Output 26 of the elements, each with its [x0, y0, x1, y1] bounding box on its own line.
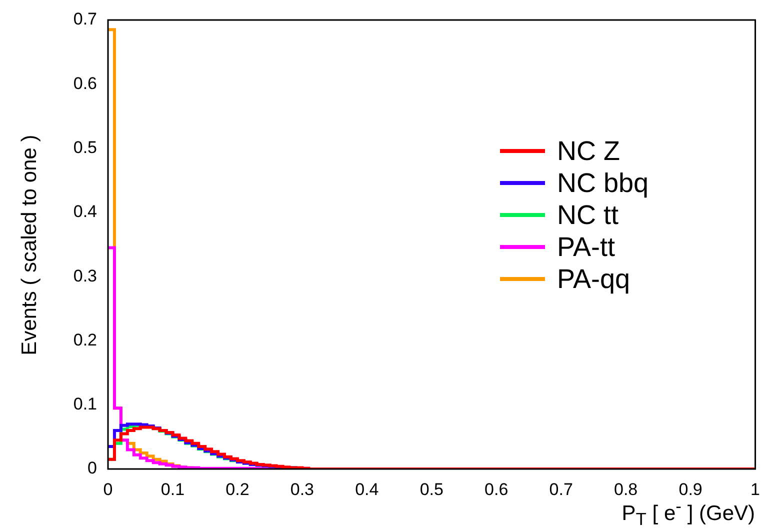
x-tick-label: 0: [103, 480, 113, 499]
x-tick-label: 0.7: [549, 480, 573, 499]
y-tick-label: 0.2: [73, 330, 97, 350]
x-tick-label: 0.1: [160, 480, 185, 499]
x-tick-label: 0.2: [226, 480, 250, 499]
legend-label: NC tt: [557, 199, 619, 231]
x-tick-label: 1: [750, 480, 760, 499]
legend-label: NC bbq: [557, 167, 649, 199]
y-axis-title: Events ( scaled to one ): [18, 134, 42, 356]
y-tick-label: 0.7: [73, 10, 97, 29]
y-tick-label: 0.1: [73, 394, 97, 414]
x-tick-label: 0.3: [290, 480, 314, 499]
legend-label: PA-tt: [557, 231, 616, 263]
legend-label: NC Z: [557, 135, 620, 167]
x-tick-label: 0.4: [355, 480, 379, 499]
y-tick-label: 0.3: [73, 266, 97, 286]
y-tick-label: 0.6: [73, 74, 97, 93]
x-axis-title: P$_{T}$ [ e$^{-}$ ] (GeV): [622, 496, 755, 529]
y-tick-label: 0.4: [73, 202, 97, 222]
x-tick-label: 0.9: [678, 480, 702, 499]
legend-label: PA-qq: [557, 263, 630, 295]
x-tick-label: 0.6: [484, 480, 508, 499]
x-tick-label: 0.5: [420, 480, 444, 499]
y-tick-label: 0: [88, 458, 97, 478]
y-tick-label: 0.5: [73, 138, 97, 157]
x-tick-label: 0.8: [614, 480, 638, 499]
